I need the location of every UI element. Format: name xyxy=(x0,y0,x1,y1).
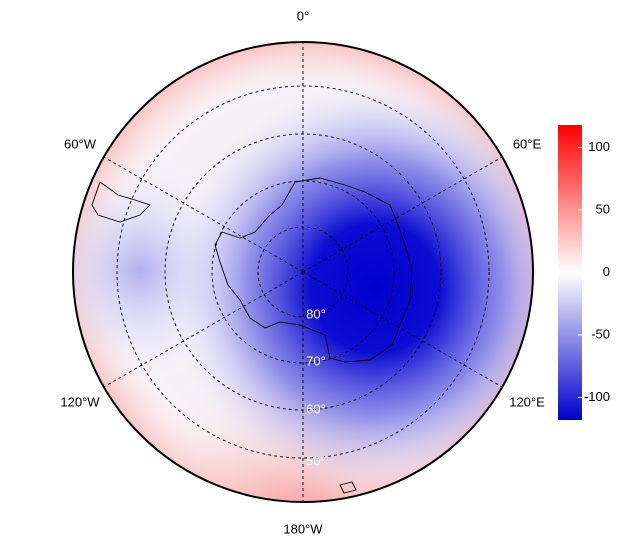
meridian-label: 60°E xyxy=(513,136,542,151)
meridian-label: 180°W xyxy=(283,521,323,536)
colorbar-tick-label: 50 xyxy=(596,201,610,216)
meridian xyxy=(103,156,304,273)
map-border xyxy=(72,41,534,503)
parallel xyxy=(257,226,349,318)
parallel-label: 50° xyxy=(306,453,326,468)
parallel-label: 80° xyxy=(306,306,326,321)
antarctica-coastline xyxy=(214,177,413,363)
parallel xyxy=(164,133,442,411)
meridian-label: 0° xyxy=(297,8,309,23)
meridian xyxy=(302,156,503,273)
parallel xyxy=(116,85,490,459)
meridian xyxy=(302,271,503,388)
colorbar-tick-label: 0 xyxy=(603,264,610,279)
colorbar-tick-label: 100 xyxy=(588,139,610,154)
meridian-label: 120°W xyxy=(60,394,100,409)
labels: 80° 70° 60° 50° 0° 60°E 120°E 180°W 120°W 60°W 100… xyxy=(60,8,610,536)
meridian-label: 120°E xyxy=(509,394,545,409)
parallel-label: 60° xyxy=(306,401,326,416)
graticule xyxy=(103,42,503,502)
colorbar-tick-label: -50 xyxy=(591,326,610,341)
meridian xyxy=(103,271,304,388)
meridian-label: 60°W xyxy=(64,136,97,151)
south-america-coastline xyxy=(91,181,151,223)
island xyxy=(339,481,357,494)
colorbar-tick-label: -100 xyxy=(584,389,610,404)
parallel-label: 70° xyxy=(306,353,326,368)
parallel xyxy=(211,180,395,364)
